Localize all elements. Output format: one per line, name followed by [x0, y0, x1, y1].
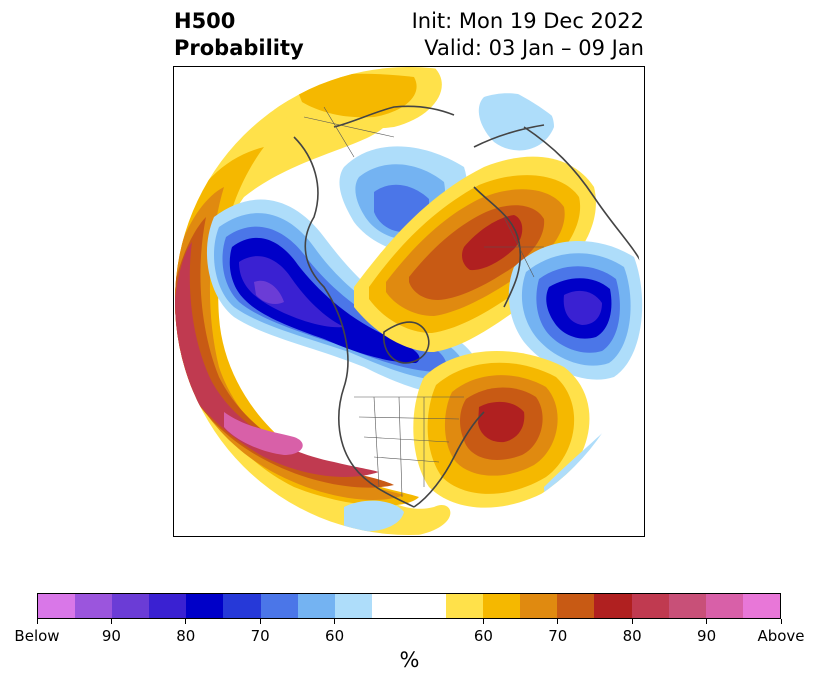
- colorbar-ticks: Below 90 80 70 60 60 70 80 90 Above: [14, 619, 805, 649]
- colorbar-swatch: [668, 594, 706, 618]
- colorbar-tick-label: Below: [14, 627, 60, 645]
- colorbar-tick-label: 70: [548, 627, 568, 645]
- colorbar-swatch: [408, 594, 447, 618]
- colorbar-swatch: [334, 594, 372, 618]
- colorbar-swatch: [594, 594, 632, 618]
- colorbar-tick-label: 70: [250, 627, 270, 645]
- colorbar-swatch: [446, 594, 484, 618]
- anomaly-siberia-above-deep: [462, 215, 523, 271]
- colorbar-swatch: [520, 594, 558, 618]
- anomaly-canada-above-mid: [294, 73, 417, 118]
- coastlines: [293, 105, 643, 508]
- colorbar-swatch: [557, 594, 595, 618]
- colorbar-unit-label: %: [399, 648, 420, 672]
- colorbar-swatch: [705, 594, 743, 618]
- colorbar-tick-label: 90: [697, 627, 717, 645]
- probability-map: [175, 67, 643, 535]
- borders: [303, 106, 544, 498]
- colorbar-swatch: [742, 594, 780, 618]
- colorbar-tick: [110, 619, 112, 624]
- anomaly-atlantic-above-deep: [478, 401, 525, 443]
- colorbar-swatch: [75, 594, 113, 618]
- colorbar-swatch: [483, 594, 521, 618]
- variable-title: H500: [174, 9, 236, 33]
- anomaly-alaska-below-deep: [239, 256, 344, 328]
- colorbar-tick-label: 90: [101, 627, 121, 645]
- colorbar-tick-label: 80: [622, 627, 642, 645]
- colorbar-swatch: [149, 594, 187, 618]
- colorbar-tick-label: 80: [176, 627, 196, 645]
- product-title: Probability: [174, 36, 304, 60]
- colorbar-tick: [259, 619, 261, 624]
- colorbar: [37, 593, 781, 619]
- colorbar-tick: [780, 619, 782, 624]
- anomaly-alaska-below-extreme: [254, 280, 284, 305]
- colorbar-tick: [185, 619, 187, 624]
- anomaly-gulf-below: [344, 500, 404, 532]
- colorbar-swatch: [223, 594, 261, 618]
- colorbar-tick: [36, 619, 38, 624]
- valid-range: Valid: 03 Jan – 09 Jan: [424, 36, 644, 60]
- colorbar-swatch: [297, 594, 335, 618]
- map-disk: [175, 67, 643, 535]
- colorbar-swatch: [38, 594, 76, 618]
- title-right: Init: Mon 19 Dec 2022 Valid: 03 Jan – 09…: [412, 8, 644, 62]
- colorbar-swatch: [112, 594, 150, 618]
- anomaly-pacific-above-peak: [224, 412, 303, 455]
- colorbar-tick: [706, 619, 708, 624]
- colorbar-tick: [482, 619, 484, 624]
- colorbar-swatch: [631, 594, 669, 618]
- colorbar-tick: [334, 619, 336, 624]
- colorbar-tick: [557, 619, 559, 624]
- colorbar-tick-label: Above: [757, 627, 805, 645]
- colorbar-tick-label: 60: [473, 627, 493, 645]
- colorbar-tick-label: 60: [325, 627, 345, 645]
- init-date: Init: Mon 19 Dec 2022: [411, 9, 644, 33]
- colorbar-swatch: [371, 594, 409, 618]
- title-left: H500 Probability: [174, 8, 304, 62]
- map-panel: [173, 66, 645, 537]
- colorbar-swatch: [186, 594, 224, 618]
- colorbar-swatch: [260, 594, 298, 618]
- anomaly-eurasia-below-deep: [563, 290, 602, 325]
- colorbar-tick: [631, 619, 633, 624]
